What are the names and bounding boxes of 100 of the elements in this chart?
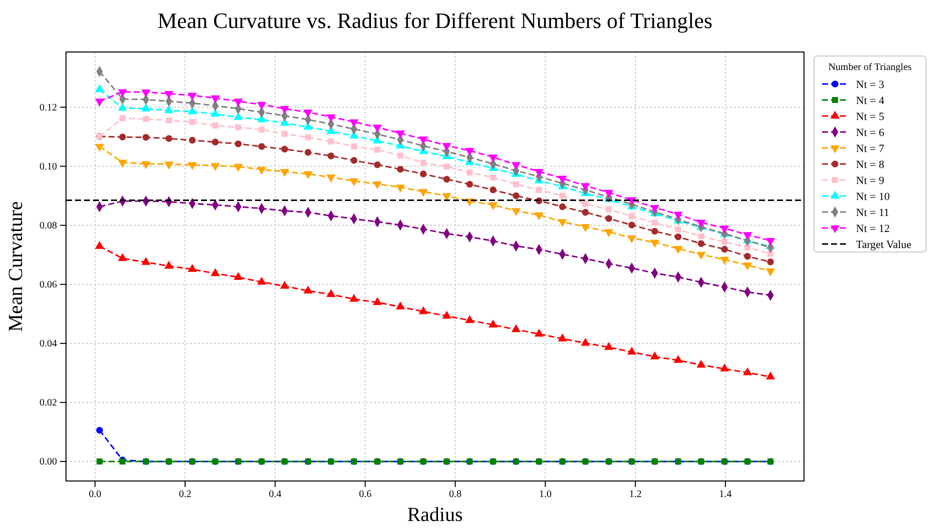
point [280, 168, 290, 177]
point [118, 253, 128, 262]
point [650, 240, 660, 248]
point [349, 294, 359, 302]
point [606, 206, 612, 212]
point [257, 102, 266, 110]
point [580, 183, 590, 192]
point [328, 138, 334, 144]
point [582, 201, 588, 208]
point [372, 181, 382, 190]
x-tick-label: 1.2 [629, 489, 642, 500]
point [280, 280, 290, 289]
point [210, 95, 220, 104]
point [490, 174, 496, 180]
point [744, 244, 750, 250]
point [558, 219, 567, 228]
point [212, 122, 218, 129]
point [466, 169, 473, 176]
point [350, 156, 358, 164]
point [303, 286, 313, 294]
y-tick-label: 0.08 [40, 220, 57, 232]
point [742, 262, 752, 270]
point [372, 297, 382, 306]
point [119, 134, 126, 140]
x-tick-label: 0.8 [449, 489, 462, 500]
point [465, 148, 474, 156]
point [305, 134, 312, 140]
point [744, 252, 751, 260]
point [96, 458, 103, 465]
point [142, 134, 150, 141]
x-tick-label: 0.6 [358, 489, 372, 500]
point [742, 232, 752, 240]
y-tick-label: 0.04 [40, 338, 57, 350]
legend-label: Nt = 3 [856, 79, 885, 91]
point [189, 118, 196, 125]
x-tick-label: 0.4 [268, 489, 282, 500]
point [234, 140, 242, 148]
point [418, 136, 428, 144]
point [443, 176, 450, 183]
point [164, 162, 174, 170]
point [372, 124, 382, 133]
point [280, 106, 290, 114]
y-tick-label: 0.06 [40, 280, 57, 291]
point [349, 119, 359, 128]
point [281, 146, 288, 153]
point [396, 166, 404, 173]
point [488, 202, 498, 210]
legend-label: Nt = 9 [856, 175, 885, 187]
legend-label: Nt = 4 [856, 95, 885, 107]
point [742, 367, 752, 376]
y-axis-title: Mean Curvature [5, 201, 27, 332]
y-tick-label: 0.12 [40, 102, 57, 114]
point [511, 162, 521, 170]
point [374, 161, 381, 168]
point [326, 174, 336, 182]
point [442, 310, 452, 319]
point [188, 162, 197, 170]
point [558, 333, 567, 342]
legend-label: Target Value [856, 239, 912, 251]
point [397, 152, 404, 159]
point [303, 171, 313, 180]
point [466, 180, 474, 188]
point [534, 328, 544, 337]
point [349, 178, 359, 186]
point [188, 92, 197, 101]
x-axis-title: Radius [407, 504, 463, 526]
point [118, 160, 128, 168]
point [326, 289, 336, 298]
point [257, 166, 266, 175]
point [652, 220, 658, 226]
point [512, 192, 520, 200]
point [234, 272, 243, 280]
point [465, 315, 474, 324]
point [513, 181, 520, 188]
point [94, 98, 104, 107]
point [559, 192, 566, 199]
point [650, 351, 660, 360]
point [511, 324, 521, 332]
point [396, 184, 405, 192]
point [604, 229, 614, 238]
legend-label: Nt = 5 [856, 111, 885, 123]
point [234, 164, 243, 172]
y-tick-label: 0.10 [40, 161, 57, 172]
point [720, 256, 730, 265]
point [488, 320, 498, 328]
point [766, 372, 776, 380]
point [420, 170, 427, 178]
point [418, 189, 428, 197]
point [627, 235, 636, 244]
point [258, 126, 265, 133]
point [536, 186, 542, 193]
point [212, 138, 219, 146]
point [164, 91, 174, 99]
point [696, 220, 706, 228]
x-tick-label: 1.0 [539, 489, 552, 500]
point [166, 118, 172, 124]
legend-label: Nt = 8 [856, 159, 885, 171]
point [210, 163, 220, 171]
point [396, 302, 405, 310]
point [141, 90, 150, 98]
